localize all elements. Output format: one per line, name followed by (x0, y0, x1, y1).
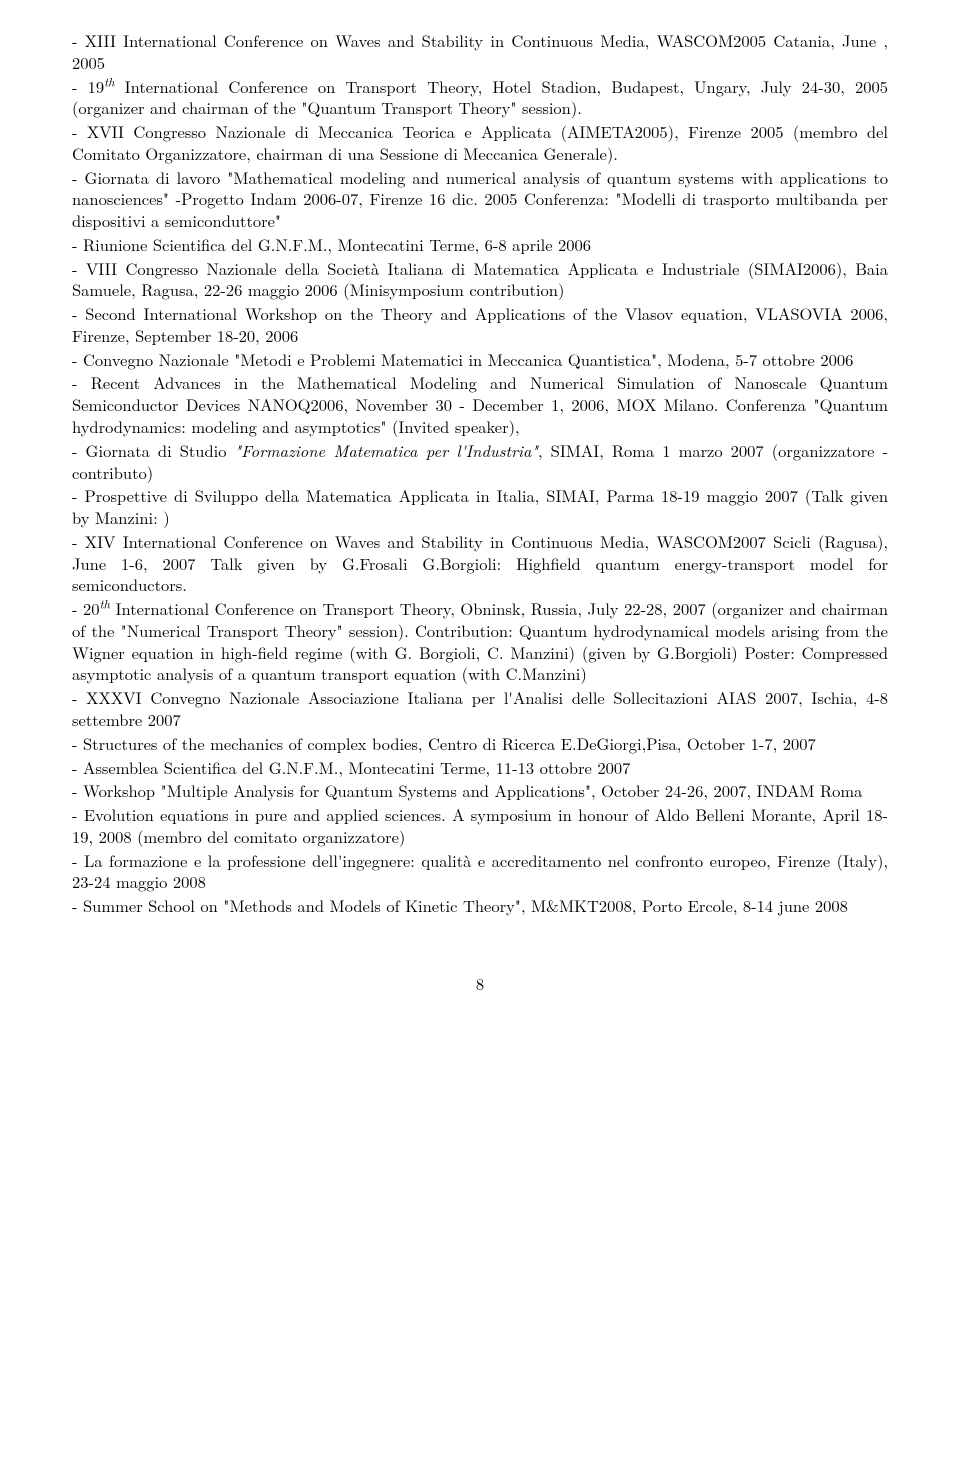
list-item: - Summer School on "Methods and Models o… (72, 895, 888, 917)
list-item: - Giornata di lavoro "Mathematical model… (72, 167, 888, 232)
list-item: - Second International Workshop on the T… (72, 303, 888, 347)
list-item: - XXXVI Convegno Nazionale Associazione … (72, 687, 888, 731)
list-item: - 20th International Conference on Trans… (72, 598, 888, 685)
document-body: - XIII International Conference on Waves… (72, 30, 888, 995)
list-item: - 19th International Conference on Trans… (72, 76, 888, 120)
list-item: - Recent Advances in the Mathematical Mo… (72, 372, 888, 437)
list-item: - Giornata di Studio "Formazione Matemat… (72, 440, 888, 484)
list-item: - XIV International Conference on Waves … (72, 531, 888, 596)
list-item: - Structures of the mechanics of complex… (72, 733, 888, 755)
list-item: - Workshop "Multiple Analysis for Quantu… (72, 780, 888, 802)
list-item: - La formazione e la professione dell'in… (72, 850, 888, 894)
list-item: - XIII International Conference on Waves… (72, 30, 888, 74)
list-item: - Evolution equations in pure and applie… (72, 804, 888, 848)
list-item: - Riunione Scientifica del G.N.F.M., Mon… (72, 234, 888, 256)
list-item: - Prospettive di Sviluppo della Matemati… (72, 485, 888, 529)
entry-list: - XIII International Conference on Waves… (72, 30, 888, 917)
list-item: - XVII Congresso Nazionale di Meccanica … (72, 121, 888, 165)
list-item: - Convegno Nazionale "Metodi e Problemi … (72, 349, 888, 371)
list-item: - Assemblea Scientifica del G.N.F.M., Mo… (72, 757, 888, 779)
list-item: - VIII Congresso Nazionale della Società… (72, 258, 888, 302)
page-number: 8 (72, 973, 888, 995)
